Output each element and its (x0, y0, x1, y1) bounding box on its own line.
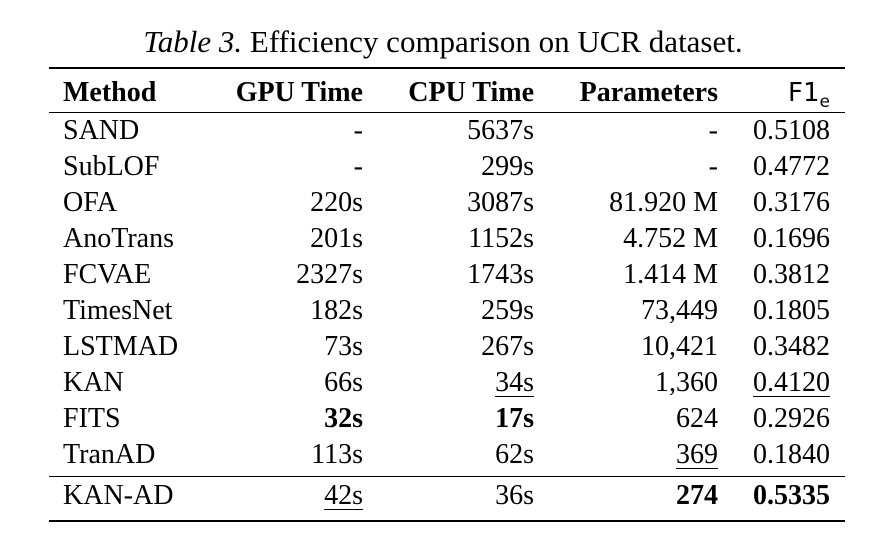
cell-method: AnoTrans (63, 223, 174, 254)
cell-gpu-time: 42s (324, 480, 363, 511)
top-rule (49, 67, 845, 69)
header-f1-subscript: e (819, 92, 830, 112)
cell-cpu-time: 299s (481, 151, 534, 182)
cell-f1: 0.1696 (753, 223, 830, 254)
cell-gpu-time: 220s (310, 187, 363, 218)
cell-parameters: 274 (676, 480, 718, 511)
cell-f1: 0.3482 (753, 331, 830, 362)
cell-f1: 0.3176 (753, 187, 830, 218)
table-row: LSTMAD 73s 267s 10,421 0.3482 (0, 329, 886, 365)
cell-method: KAN (63, 367, 124, 398)
cell-parameters: 81.920 M (609, 187, 718, 218)
cell-method: TimesNet (63, 295, 173, 326)
cell-cpu-time: 17s (495, 403, 534, 434)
cell-cpu-time: 259s (481, 295, 534, 326)
cell-f1: 0.2926 (753, 403, 830, 434)
table-row: KAN 66s 34s 1,360 0.4120 (0, 365, 886, 401)
cell-f1: 0.3812 (753, 259, 830, 290)
cell-method: FCVAE (63, 259, 152, 290)
cell-method: LSTMAD (63, 331, 179, 362)
cell-gpu-time: 201s (310, 223, 363, 254)
cell-cpu-time: 1743s (467, 259, 534, 290)
table-row: FCVAE 2327s 1743s 1.414 M 0.3812 (0, 257, 886, 293)
header-gpu-time: GPU Time (235, 77, 363, 108)
table-caption: Table 3. Efficiency comparison on UCR da… (0, 22, 886, 62)
cell-f1: 0.4120 (753, 367, 830, 398)
cell-method: SAND (63, 115, 140, 146)
cell-parameters: 4.752 M (623, 223, 718, 254)
cell-gpu-time: 113s (311, 439, 363, 470)
cell-parameters: 73,449 (641, 295, 718, 326)
cell-method: TranAD (63, 439, 156, 470)
cell-cpu-time: 5637s (467, 115, 534, 146)
cell-f1: 0.1840 (753, 439, 830, 470)
cell-gpu-time: 2327s (296, 259, 363, 290)
header-rule (49, 112, 845, 113)
cell-parameters: 10,421 (641, 331, 718, 362)
table-row: SAND - 5637s - 0.5108 (0, 113, 886, 149)
header-f1-label: F1 (788, 78, 820, 108)
cell-gpu-time: 73s (324, 331, 363, 362)
cell-gpu-time: 66s (324, 367, 363, 398)
cell-cpu-time: 62s (495, 439, 534, 470)
cell-method: OFA (63, 187, 117, 218)
cell-f1: 0.1805 (753, 295, 830, 326)
method-separator-rule (49, 476, 845, 477)
table-row: AnoTrans 201s 1152s 4.752 M 0.1696 (0, 221, 886, 257)
cell-parameters: - (708, 151, 718, 182)
cell-cpu-time: 1152s (468, 223, 534, 254)
header-row: Method GPU Time CPU Time Parameters F1e (0, 75, 886, 111)
cell-cpu-time: 34s (495, 367, 534, 398)
header-parameters: Parameters (579, 77, 718, 108)
table-row: SubLOF - 299s - 0.4772 (0, 149, 886, 185)
caption-label: Table 3. (143, 24, 243, 59)
cell-f1: 0.4772 (753, 151, 830, 182)
header-method: Method (63, 77, 157, 108)
cell-method: SubLOF (63, 151, 160, 182)
cell-cpu-time: 3087s (467, 187, 534, 218)
header-cpu-time: CPU Time (408, 77, 534, 108)
cell-method: KAN-AD (63, 480, 174, 511)
table-row: OFA 220s 3087s 81.920 M 0.3176 (0, 185, 886, 221)
cell-gpu-time: - (353, 115, 363, 146)
table-row: KAN-AD 42s 36s 274 0.5335 (0, 478, 886, 514)
cell-parameters: 624 (676, 403, 718, 434)
cell-gpu-time: - (353, 151, 363, 182)
table-row: FITS 32s 17s 624 0.2926 (0, 401, 886, 437)
cell-gpu-time: 32s (324, 403, 363, 434)
cell-parameters: 369 (676, 439, 718, 470)
cell-f1: 0.5108 (753, 115, 830, 146)
table-row: TimesNet 182s 259s 73,449 0.1805 (0, 293, 886, 329)
cell-cpu-time: 36s (495, 480, 534, 511)
cell-parameters: 1,360 (655, 367, 718, 398)
cell-method: FITS (63, 403, 121, 434)
cell-parameters: 1.414 M (623, 259, 718, 290)
table-row: TranAD 113s 62s 369 0.1840 (0, 437, 886, 473)
cell-gpu-time: 182s (310, 295, 363, 326)
cell-parameters: - (708, 115, 718, 146)
caption-text: Efficiency comparison on UCR dataset. (249, 24, 743, 59)
cell-f1: 0.5335 (753, 480, 830, 511)
header-f1: F1e (788, 75, 830, 111)
bottom-rule (49, 520, 845, 522)
cell-cpu-time: 267s (481, 331, 534, 362)
